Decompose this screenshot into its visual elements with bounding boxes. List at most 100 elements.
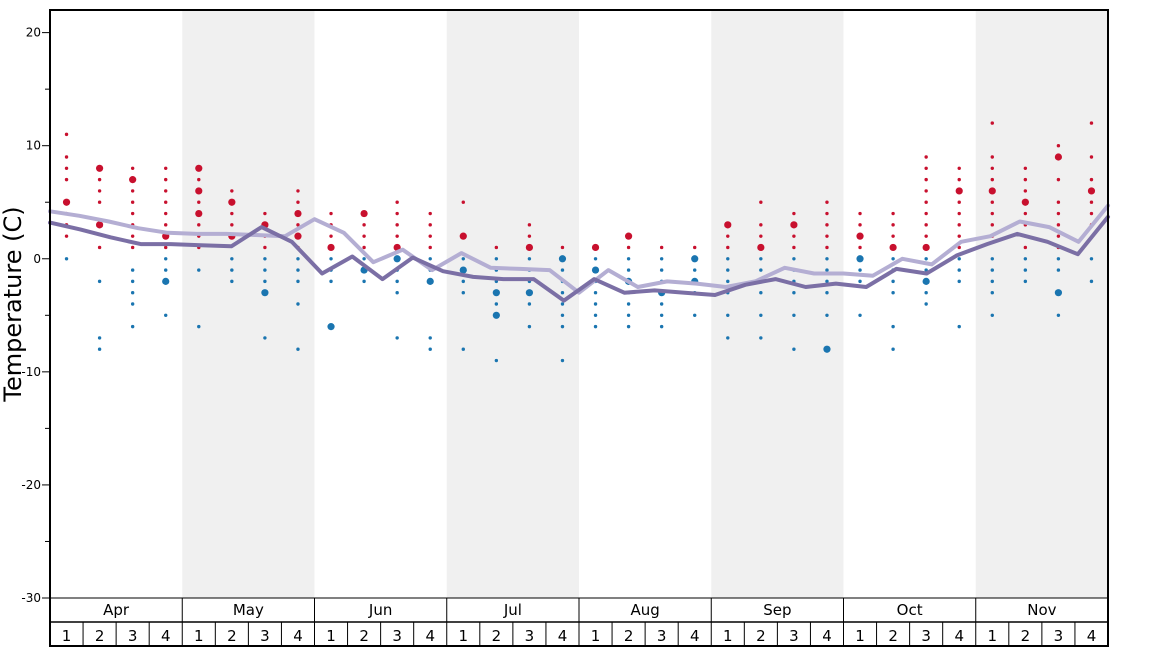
cold-point — [593, 302, 598, 306]
warm-point — [990, 223, 994, 227]
cold-point — [759, 313, 763, 318]
warm-point — [825, 234, 829, 238]
cold-point — [626, 324, 631, 329]
month-label: May — [233, 601, 264, 619]
cold-point — [990, 290, 994, 295]
cold-point — [726, 257, 730, 261]
week-label: 4 — [822, 627, 832, 645]
warm-point — [97, 200, 102, 204]
cold-point-large — [492, 289, 500, 297]
cold-point — [924, 302, 928, 306]
warm-point — [924, 234, 928, 238]
cold-point-large — [1054, 289, 1063, 297]
warm-point-large — [459, 232, 467, 240]
warm-point-large — [95, 164, 104, 172]
warm-point — [1023, 245, 1028, 250]
cold-point — [759, 290, 763, 295]
week-label: 1 — [988, 627, 998, 645]
warm-point-large — [228, 198, 236, 206]
cold-point — [395, 290, 399, 295]
warm-point — [230, 223, 234, 227]
week-label: 3 — [260, 627, 270, 645]
cold-point — [759, 336, 763, 340]
warm-point — [990, 121, 994, 125]
cold-point — [164, 313, 168, 318]
warm-point — [924, 189, 928, 193]
warm-point — [891, 211, 895, 216]
warm-point — [891, 234, 895, 238]
week-label: 4 — [425, 627, 435, 645]
cold-point — [560, 313, 565, 318]
cold-point — [726, 279, 730, 284]
warm-point — [64, 155, 69, 159]
week-label: 1 — [459, 627, 469, 645]
warm-point — [957, 177, 961, 182]
warm-point — [990, 155, 994, 159]
cold-point — [560, 290, 565, 295]
cold-point — [197, 268, 201, 272]
warm-point — [130, 200, 135, 204]
cold-point — [263, 268, 267, 272]
week-label: 2 — [227, 627, 237, 645]
warm-point — [990, 166, 994, 171]
cold-point — [494, 358, 499, 363]
y-tick-label: -10 — [21, 365, 41, 379]
cold-point — [1056, 313, 1061, 318]
warm-point-large — [95, 221, 104, 229]
cold-point — [659, 313, 664, 318]
cold-point — [1089, 257, 1094, 261]
month-label: Nov — [1027, 601, 1056, 619]
warm-point — [1056, 223, 1061, 227]
warm-point — [1023, 166, 1028, 171]
month-label: Jun — [368, 601, 392, 619]
warm-point — [428, 234, 432, 238]
week-label: 2 — [756, 627, 766, 645]
cold-point-large — [459, 266, 467, 274]
cold-point — [296, 302, 300, 306]
cold-point — [395, 336, 399, 340]
warm-point — [428, 245, 432, 250]
warm-point — [263, 211, 267, 216]
month-band-shade — [182, 10, 315, 598]
warm-point — [1023, 189, 1028, 193]
cold-point-large — [856, 255, 864, 263]
cold-point — [957, 279, 961, 284]
warm-point — [1056, 143, 1061, 148]
cold-point — [527, 302, 532, 306]
warm-point — [1089, 200, 1094, 204]
warm-point — [1089, 177, 1094, 182]
cold-point — [263, 336, 267, 340]
cold-point — [395, 279, 399, 284]
cold-point — [1023, 279, 1028, 284]
cold-point — [164, 257, 168, 261]
warm-point — [924, 200, 928, 204]
cold-point — [428, 257, 432, 261]
warm-point-large — [1054, 153, 1063, 161]
warm-point — [296, 200, 300, 204]
cold-point — [97, 279, 102, 284]
cold-point — [659, 257, 664, 261]
cold-point-large — [261, 289, 269, 297]
cold-point — [693, 313, 697, 318]
cold-point — [957, 324, 961, 329]
week-label: 3 — [1054, 627, 1064, 645]
cold-point — [130, 324, 135, 329]
warm-point — [428, 211, 432, 216]
warm-point — [64, 166, 69, 171]
warm-point-large — [889, 243, 897, 252]
cold-point — [97, 336, 102, 340]
cold-point — [461, 257, 465, 261]
cold-point — [626, 268, 631, 272]
cold-point — [891, 290, 895, 295]
cold-point — [560, 268, 565, 272]
warm-point — [1023, 211, 1028, 216]
warm-point — [197, 223, 201, 227]
cold-point — [1056, 257, 1061, 261]
cold-point — [1023, 257, 1028, 261]
cold-point — [825, 268, 829, 272]
warm-point — [560, 245, 565, 250]
warm-point — [626, 245, 631, 250]
cold-point — [296, 268, 300, 272]
warm-point — [64, 177, 69, 182]
warm-point-large — [129, 176, 137, 184]
